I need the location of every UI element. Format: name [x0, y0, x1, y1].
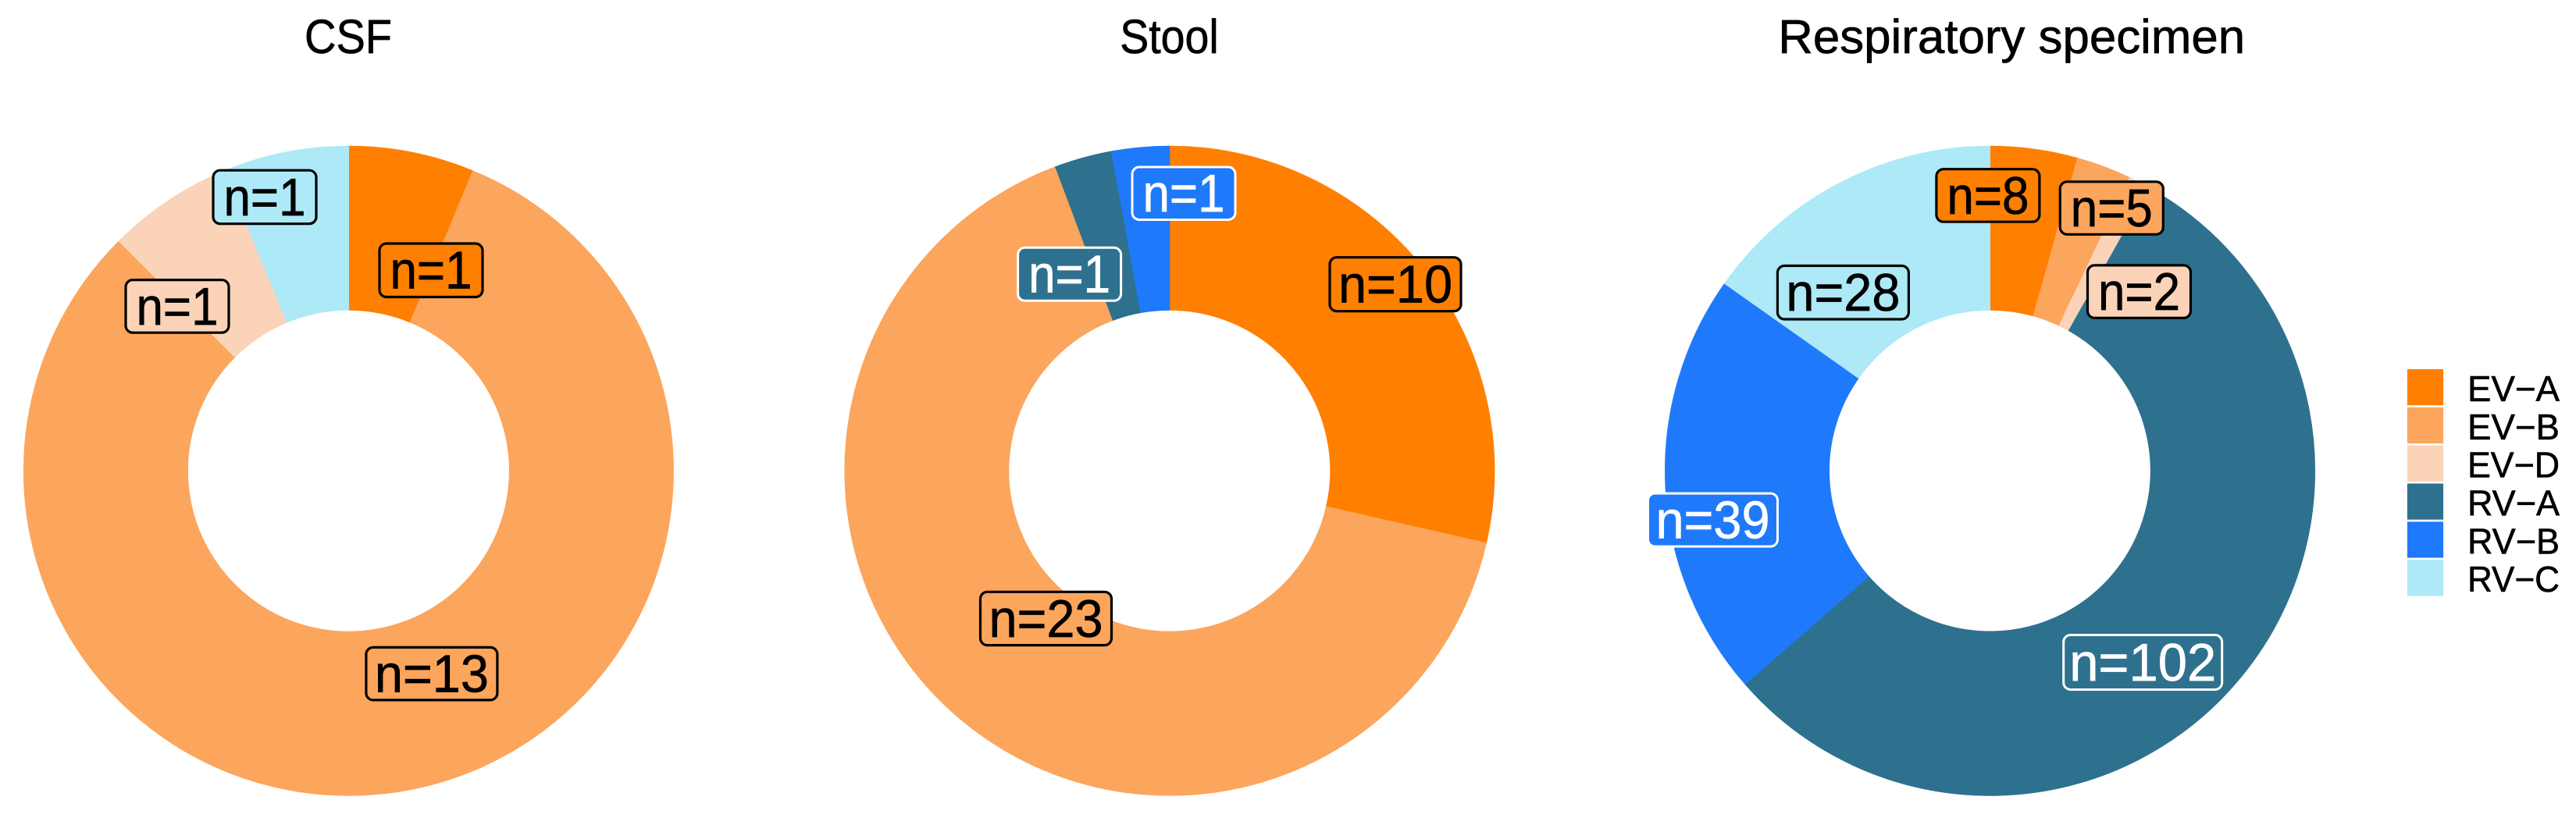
svg-text:n=28: n=28 — [1786, 263, 1900, 322]
svg-text:n=1: n=1 — [224, 168, 306, 227]
svg-text:EV−D: EV−D — [2467, 445, 2560, 485]
svg-text:n=39: n=39 — [1656, 491, 1770, 550]
svg-text:Respiratory specimen: Respiratory specimen — [1778, 10, 2245, 64]
svg-text:RV−B: RV−B — [2467, 521, 2560, 561]
svg-text:n=102: n=102 — [2069, 633, 2216, 692]
svg-text:RV−C: RV−C — [2467, 559, 2560, 599]
svg-text:n=2: n=2 — [2098, 262, 2180, 322]
svg-text:n=1: n=1 — [137, 277, 219, 336]
svg-text:n=8: n=8 — [1947, 166, 2029, 226]
svg-text:EV−A: EV−A — [2467, 368, 2560, 409]
svg-text:EV−B: EV−B — [2467, 407, 2560, 447]
svg-text:Stool: Stool — [1120, 10, 1219, 64]
svg-text:n=23: n=23 — [989, 589, 1103, 649]
svg-text:CSF: CSF — [305, 10, 392, 64]
svg-text:n=13: n=13 — [375, 645, 489, 704]
svg-text:n=1: n=1 — [1028, 245, 1110, 304]
svg-text:n=10: n=10 — [1338, 255, 1452, 315]
svg-text:n=5: n=5 — [2071, 179, 2153, 238]
svg-text:n=1: n=1 — [390, 241, 472, 301]
svg-text:n=1: n=1 — [1143, 164, 1225, 223]
svg-text:RV−A: RV−A — [2467, 483, 2560, 524]
